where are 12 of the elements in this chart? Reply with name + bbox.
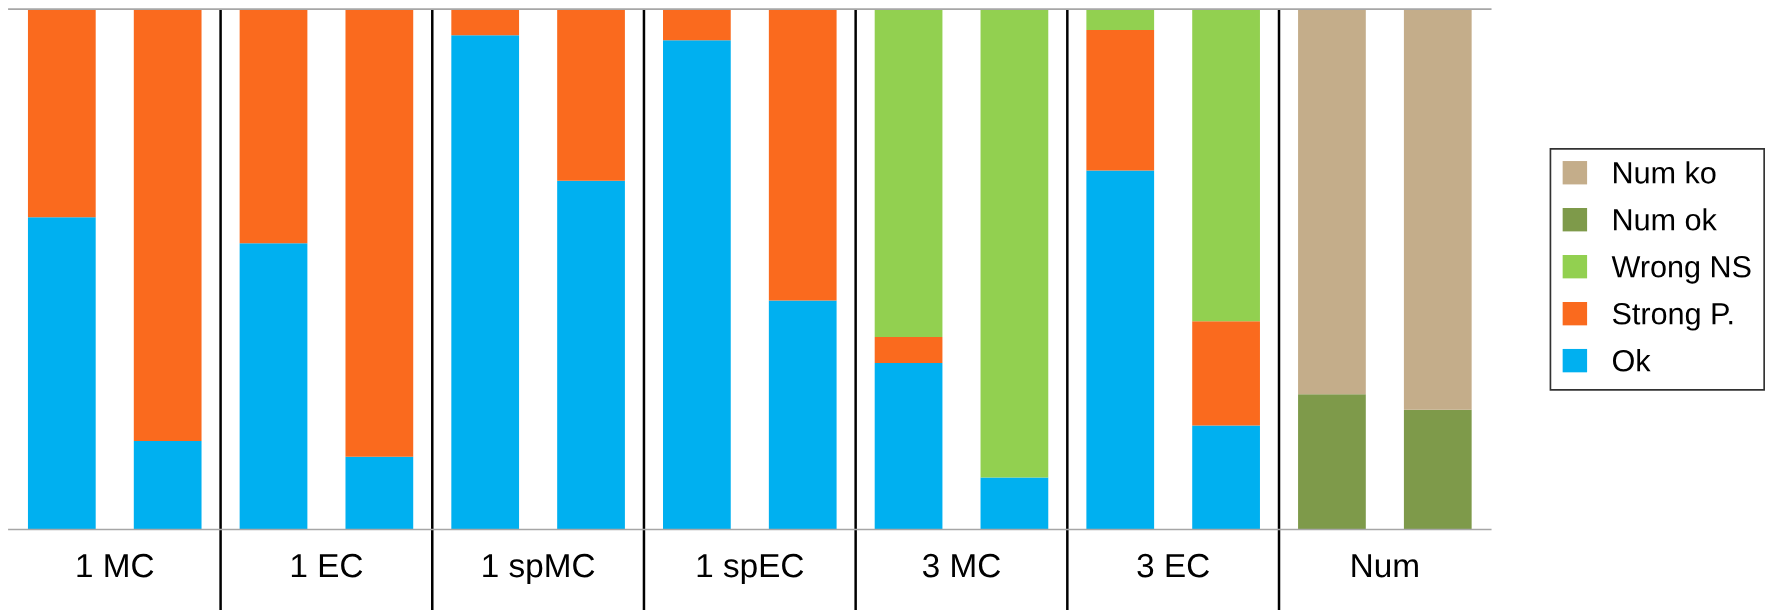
legend-label: Wrong NS bbox=[1611, 255, 1751, 284]
legend-label: Num ko bbox=[1614, 161, 1716, 184]
text: 1 EC bbox=[291, 553, 363, 578]
legend-label: Ok bbox=[1612, 349, 1651, 372]
text: 3 MC bbox=[922, 553, 1001, 578]
text: 1 spEC bbox=[697, 553, 804, 585]
text: 3 EC bbox=[1137, 553, 1209, 578]
text: 1 MC bbox=[77, 553, 154, 578]
legend-label: Num ok bbox=[1614, 208, 1717, 231]
text: Num bbox=[1352, 554, 1418, 578]
legend-label: Strong P. bbox=[1612, 302, 1733, 331]
text: 1 spMC bbox=[483, 553, 595, 585]
